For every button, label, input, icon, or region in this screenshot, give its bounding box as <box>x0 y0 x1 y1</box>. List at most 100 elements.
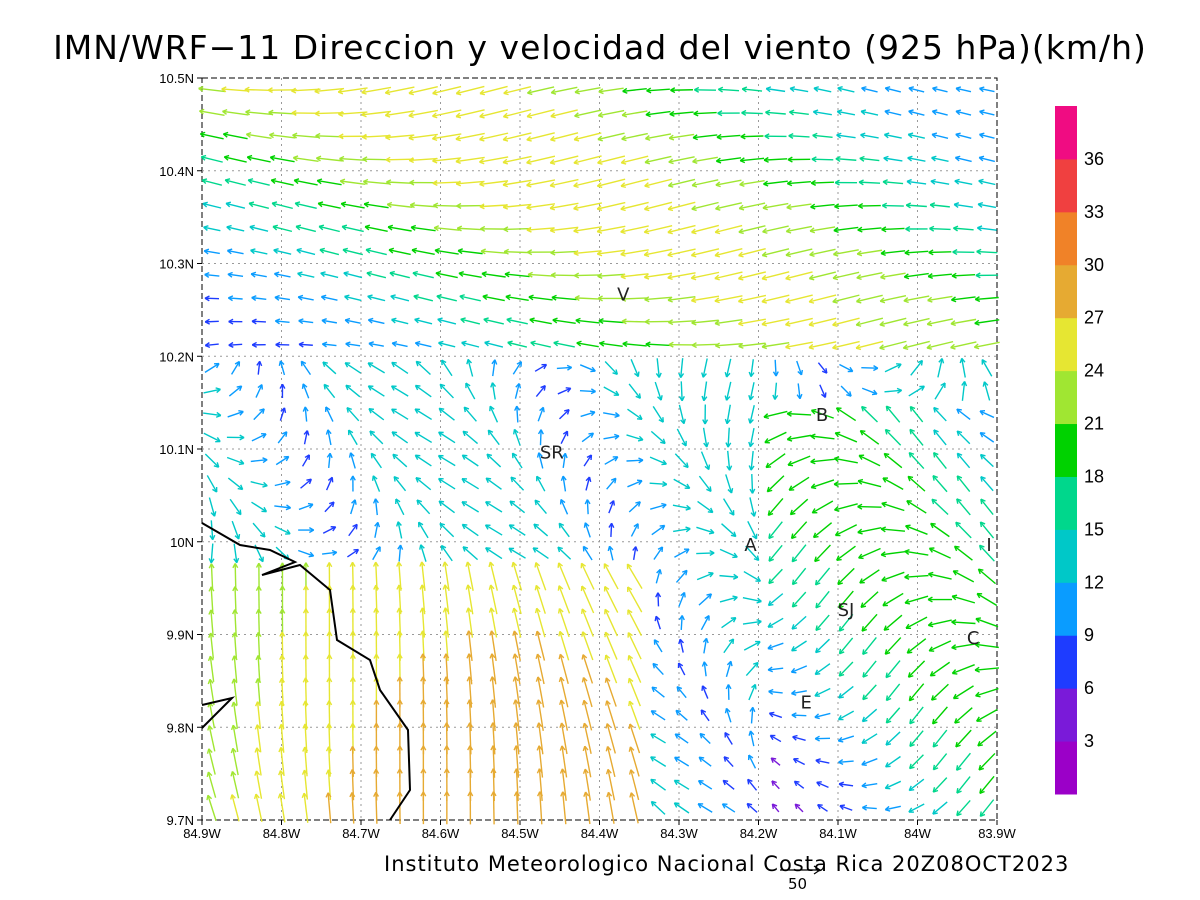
wind-arrow <box>603 412 620 418</box>
wind-arrow <box>956 452 971 469</box>
wind-arrow <box>673 802 690 814</box>
wind-arrow <box>861 365 879 372</box>
wind-arrow <box>930 522 950 538</box>
wind-arrow <box>608 522 615 537</box>
wind-arrow <box>905 225 928 233</box>
wind-arrow <box>737 271 767 281</box>
wind-arrow <box>715 157 742 164</box>
wind-arrow <box>206 748 216 775</box>
wind-arrow <box>206 794 217 821</box>
wind-arrow <box>550 132 579 142</box>
wind-arrow <box>786 203 812 210</box>
wind-arrow <box>717 86 740 93</box>
wind-arrow <box>667 272 696 281</box>
wind-arrow <box>506 317 528 325</box>
wind-arrow <box>761 271 790 281</box>
wind-arrow <box>626 563 643 589</box>
wind-arrow <box>606 477 617 490</box>
wind-arrow <box>534 499 547 515</box>
wind-arrow <box>643 248 673 258</box>
wind-arrow <box>509 500 526 514</box>
wind-arrow <box>817 803 828 812</box>
wind-arrow <box>674 453 689 469</box>
wind-arrow <box>737 294 767 304</box>
wind-arrow <box>974 319 1000 326</box>
wind-arrow <box>556 364 573 371</box>
wind-arrow <box>433 225 460 232</box>
wind-arrow <box>549 202 579 211</box>
wind-arrow <box>749 497 757 517</box>
wind-arrow <box>761 318 790 327</box>
wind-arrow <box>650 430 666 445</box>
wind-arrow <box>885 683 901 702</box>
wind-arrow <box>581 631 594 661</box>
wind-arrow <box>815 638 831 654</box>
wind-arrow <box>275 341 290 348</box>
place-label: B <box>816 405 828 426</box>
wind-arrow <box>741 86 763 93</box>
wind-arrow <box>252 522 266 538</box>
x-tick-label: 84.1W <box>819 826 857 841</box>
y-tick-label: 9.7N <box>167 813 194 828</box>
wind-arrow <box>860 591 879 609</box>
wind-arrow <box>408 133 438 141</box>
wind-arrow <box>747 521 758 540</box>
wind-arrow <box>227 477 244 491</box>
wind-arrow <box>838 758 854 765</box>
wind-arrow <box>791 567 807 586</box>
wind-arrow <box>702 637 709 654</box>
wind-arrow <box>503 85 532 96</box>
wind-arrow <box>927 273 952 280</box>
wind-arrow <box>537 429 544 446</box>
wind-arrow <box>605 746 616 778</box>
wind-arrow <box>690 295 720 304</box>
wind-arrow <box>203 411 222 418</box>
wind-arrow <box>206 475 218 493</box>
wind-arrow <box>978 544 995 562</box>
wind-arrow <box>364 224 388 232</box>
wind-arrow <box>763 410 788 420</box>
wind-arrow <box>579 388 596 395</box>
wind-arrow <box>714 224 743 235</box>
wind-arrow <box>673 526 691 533</box>
wind-arrow <box>487 429 500 446</box>
wind-arrow <box>314 87 345 95</box>
wind-arrow <box>881 226 905 233</box>
wind-arrow <box>629 792 639 824</box>
wind-arrow <box>301 792 309 823</box>
wind-arrow <box>620 249 649 257</box>
x-tick-label: 84.3W <box>660 826 698 841</box>
wind-arrow <box>390 385 409 397</box>
wind-arrow <box>908 451 925 470</box>
wind-arrow <box>604 608 619 637</box>
wind-arrow <box>431 133 462 142</box>
wind-arrow <box>933 406 947 422</box>
wind-arrow <box>200 154 223 163</box>
place-label: C <box>967 628 980 649</box>
wind-arrow <box>956 776 971 794</box>
wind-arrow <box>724 381 732 401</box>
wind-arrow <box>248 201 270 210</box>
wind-arrow <box>527 86 555 96</box>
wind-arrow <box>550 109 578 119</box>
wind-arrow <box>508 524 526 536</box>
wind-arrow <box>620 178 649 189</box>
wind-arrow <box>644 318 672 325</box>
wind-arrow <box>725 427 732 448</box>
wind-arrow <box>483 317 504 325</box>
wind-arrow <box>320 271 339 279</box>
wind-arrow <box>880 526 906 533</box>
wind-arrow <box>789 498 809 516</box>
colorbar-segment <box>1055 317 1077 372</box>
wind-arrow <box>320 294 338 301</box>
wind-arrow <box>976 592 998 607</box>
wind-arrow <box>981 359 993 377</box>
wind-arrow <box>251 501 268 513</box>
wind-arrow <box>855 340 884 351</box>
wind-arrow <box>274 504 291 511</box>
wind-arrow <box>956 430 971 445</box>
wind-arrow <box>884 109 902 116</box>
wind-arrow <box>208 609 215 636</box>
wind-arrow <box>951 619 976 626</box>
wind-arrow <box>560 475 567 492</box>
